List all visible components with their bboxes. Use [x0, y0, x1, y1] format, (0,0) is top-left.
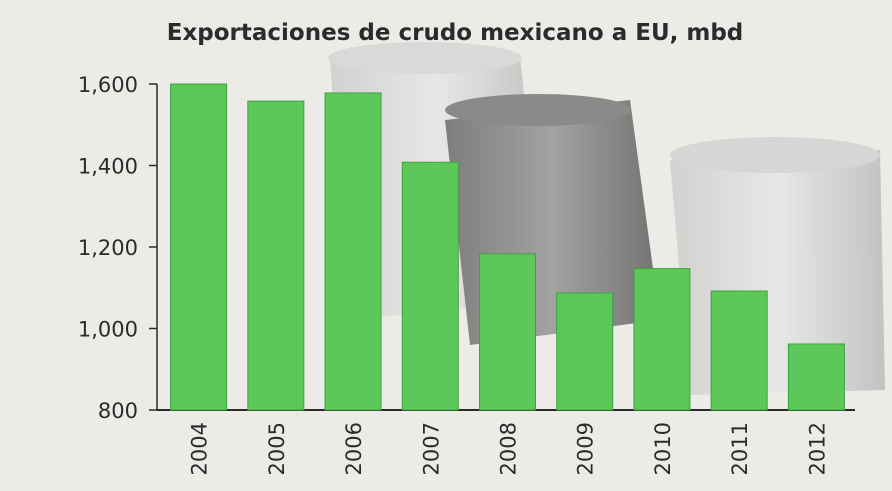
bar-2007: [401, 161, 459, 411]
bar-2010: [633, 268, 691, 411]
y-tick-label: 1,200: [78, 236, 138, 260]
bar-2004: [170, 83, 228, 411]
x-tick-label: 2012: [805, 422, 829, 475]
bar-2011: [710, 290, 768, 411]
x-tick-label: 2006: [342, 422, 366, 475]
bar-2012: [787, 343, 845, 411]
x-tick-label: 2009: [574, 422, 598, 475]
x-tick-label: 2007: [419, 422, 443, 475]
x-tick-label: 2010: [651, 422, 675, 475]
y-tick-label: 1,600: [78, 73, 138, 97]
y-tick-label: 1,000: [78, 318, 138, 342]
chart-title: Exportaciones de crudo mexicano a EU, mb…: [167, 20, 744, 46]
bar-2005: [247, 100, 305, 411]
x-tick-label: 2011: [728, 422, 752, 475]
y-tick-label: 800: [98, 399, 138, 423]
bar-2008: [479, 253, 536, 411]
x-tick-label: 2004: [188, 422, 212, 475]
bar-2006: [324, 92, 382, 411]
y-tick-label: 1,400: [78, 155, 138, 179]
bar-2009: [556, 292, 614, 411]
x-tick-label: 2008: [497, 422, 521, 475]
x-tick-label: 2005: [265, 422, 289, 475]
